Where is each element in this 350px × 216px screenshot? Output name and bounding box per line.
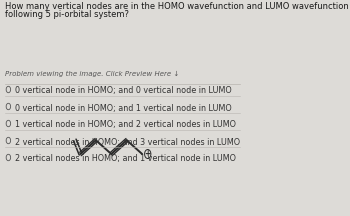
Text: 1 vertical node in HOMO; and 2 vertical nodes in LUMO: 1 vertical node in HOMO; and 2 vertical … — [15, 121, 236, 130]
Text: 2 vertical nodes in HOMO; and 1 vertical node in LUMO: 2 vertical nodes in HOMO; and 1 vertical… — [15, 154, 236, 164]
Text: 2 vertical nodes in HOMO; and 3 vertical nodes in LUMO: 2 vertical nodes in HOMO; and 3 vertical… — [15, 138, 240, 146]
Text: 0 vertical node in HOMO; and 0 vertical node in LUMO: 0 vertical node in HOMO; and 0 vertical … — [15, 86, 232, 95]
Text: Problem viewing the image. Click Preview Here ↓: Problem viewing the image. Click Preview… — [5, 71, 179, 77]
Text: How many vertical nodes are in the HOMO wavefunction and LUMO wavefunction of th: How many vertical nodes are in the HOMO … — [5, 2, 350, 11]
Text: following 5 pi-orbital system?: following 5 pi-orbital system? — [5, 10, 129, 19]
Text: +: + — [145, 149, 151, 159]
Text: 0 vertical node in HOMO; and 1 vertical node in LUMO: 0 vertical node in HOMO; and 1 vertical … — [15, 103, 232, 113]
